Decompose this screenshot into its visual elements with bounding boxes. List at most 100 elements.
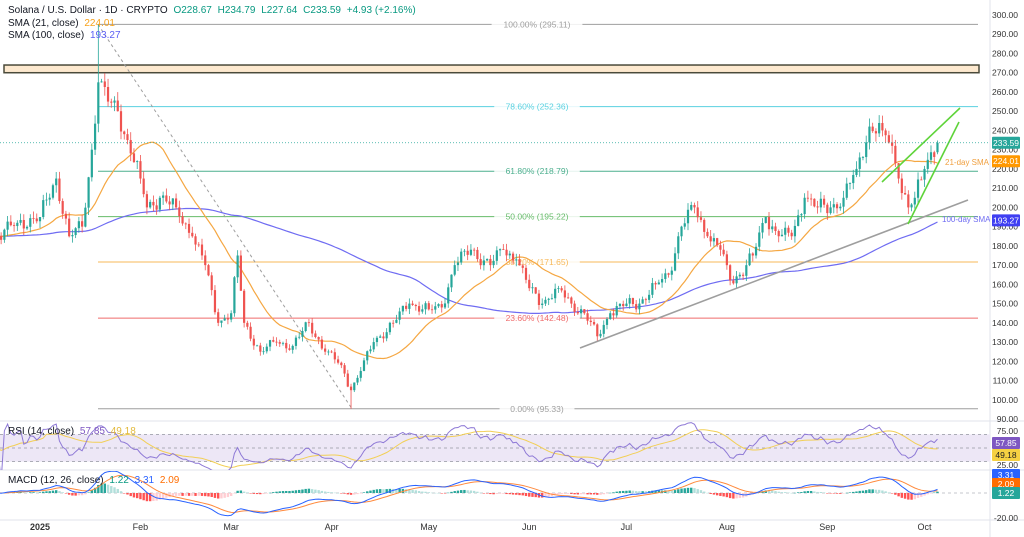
macd-histogram-bar [855,491,858,493]
candle-body [184,223,187,225]
candle-body [9,221,12,226]
macd-histogram-bar [110,486,113,493]
candle-body [722,249,725,255]
macd-histogram-bar [129,493,132,497]
candle-body [615,306,618,316]
price-tick-label: 290.00 [992,29,1018,39]
macd-histogram-bar [505,493,508,495]
sma100-annotation: 100-day SMA [942,215,991,224]
macd-histogram-bar [738,493,742,498]
candle-body [388,322,392,333]
candle-body [132,153,136,163]
macd-histogram-bar [191,493,194,496]
candle-body [486,258,489,261]
sma21-line [0,141,938,360]
macd-histogram-bar [897,493,900,497]
macd-histogram-bar [136,493,139,499]
candle-body [191,232,194,237]
ohlc-open: O228.67 [173,5,212,16]
macd-histogram-bar [67,493,71,495]
macd-histogram-bar [242,491,246,493]
candle-body [855,168,858,175]
macd-histogram-bar [848,492,852,493]
macd-histogram-bar [155,493,158,501]
candle-body [32,218,35,219]
candle-body [609,313,612,319]
rsi-legend[interactable]: RSI (14, close) 57.85 49.18 [8,426,139,437]
macd-histogram-bar [583,493,586,495]
candle-body [476,249,479,260]
rsi-ma-badge: 49.18 [995,450,1017,460]
candle-body [703,219,706,232]
candle-body [421,309,424,312]
macd-histogram-bar [366,491,369,493]
fib-label-bg [494,312,580,324]
price-tick-label: 100.00 [992,395,1018,405]
candle-body [340,362,343,366]
candle-body [165,195,168,202]
price-tick-label: 140.00 [992,318,1018,328]
candle-body [518,259,521,266]
macd-histogram-bar [813,491,816,493]
sma100-legend[interactable]: SMA (100, close) 193.27 [8,30,124,41]
candle-body [505,249,508,256]
sma21-legend[interactable]: SMA (21, close) 224.01 [8,18,118,29]
candle-body [602,324,605,334]
time-tick-label: Jul [621,522,633,532]
macd-legend[interactable]: MACD (12, 26, close) 1.22 3.31 2.09 [8,475,182,486]
candle-body [353,382,356,391]
macd-pane [0,471,990,517]
candle-body [693,204,696,208]
macd-histogram-bar [887,492,891,493]
macd-histogram-bar [434,492,437,494]
price-tick-label: 90.00 [997,414,1019,424]
macd-histogram-bar [868,489,871,493]
candle-body [699,217,703,220]
price-tick-label: 110.00 [993,376,1019,386]
candle-body [871,126,874,132]
macd-histogram-bar [576,493,580,495]
candle-body [502,249,505,250]
candle-body [910,204,913,208]
macd-histogram-bar [38,492,42,493]
candle-body [281,342,285,344]
candle-body [252,338,255,346]
candle-body [343,365,346,374]
macd-histogram-bar [715,493,719,496]
macd-histogram-bar [735,493,738,499]
candle-body [923,168,926,180]
candle-body [197,244,200,246]
macd-histogram-bar [800,492,803,493]
macd-histogram-bar [152,493,155,501]
macd-histogram-bar [103,483,106,493]
macd-histogram-bar [634,491,638,493]
candle-body [35,218,38,222]
time-tick-label: Jun [522,522,537,532]
candle-body [275,341,278,343]
candle-body [589,320,592,323]
macd-histogram-bar [42,491,45,493]
candle-body [719,245,722,250]
macd-histogram-bar [881,490,884,493]
macd-histogram-bar [304,488,307,493]
macd-histogram-bar [116,488,119,493]
macd-histogram-bar [236,490,239,493]
candle-body [223,318,226,321]
candle-body [605,318,609,325]
macd-histogram-bar [353,493,356,495]
macd-histogram-bar [839,493,842,494]
candle-body [878,122,881,134]
macd-histogram-bar [382,489,385,493]
candle-body [466,250,469,255]
candle-body [612,313,615,316]
candle-body [113,100,116,103]
candle-body [797,215,800,226]
price-tick-label: 160.00 [992,279,1018,289]
price-tick-label: 250.00 [992,106,1018,116]
sma100-line [0,207,938,314]
macd-histogram-bar [826,493,829,494]
macd-histogram-bar [502,493,505,494]
sma100-label: SMA (100, close) [8,30,85,41]
candle-body [200,244,204,256]
